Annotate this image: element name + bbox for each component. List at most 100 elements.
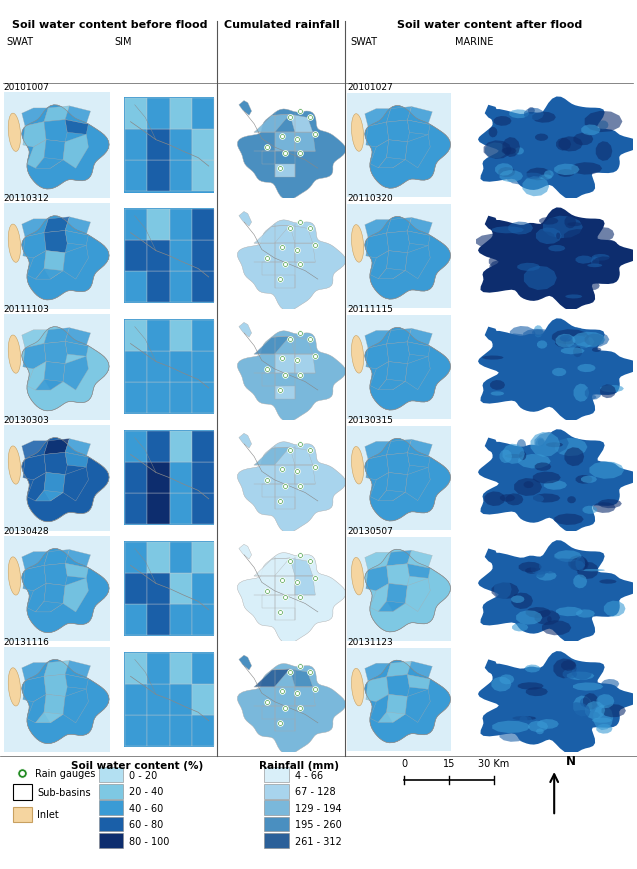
Polygon shape (600, 385, 616, 399)
Polygon shape (582, 506, 598, 514)
Bar (99, 800, 123, 815)
Bar (125, 130, 147, 162)
Polygon shape (499, 674, 514, 685)
Bar (124, 541, 214, 636)
Text: 195 - 260: 195 - 260 (295, 819, 341, 829)
Polygon shape (44, 564, 68, 586)
Polygon shape (8, 668, 20, 706)
Polygon shape (378, 713, 405, 723)
Polygon shape (485, 328, 499, 344)
Polygon shape (365, 439, 450, 521)
Polygon shape (36, 491, 63, 501)
Bar (169, 210, 192, 241)
Polygon shape (566, 336, 590, 350)
Polygon shape (585, 701, 605, 720)
Text: Rain gauges: Rain gauges (35, 768, 96, 778)
Text: 20130507: 20130507 (347, 527, 393, 535)
Polygon shape (378, 380, 405, 390)
Polygon shape (408, 551, 433, 568)
Polygon shape (573, 332, 606, 348)
Polygon shape (366, 455, 389, 481)
Polygon shape (387, 141, 408, 169)
Bar (147, 574, 169, 605)
Polygon shape (44, 362, 65, 390)
Polygon shape (22, 328, 109, 411)
Polygon shape (598, 374, 613, 381)
Polygon shape (519, 454, 551, 469)
Polygon shape (8, 225, 20, 263)
Text: 20110312: 20110312 (3, 194, 49, 202)
Polygon shape (44, 584, 65, 612)
Polygon shape (499, 171, 523, 182)
Polygon shape (528, 721, 548, 733)
Polygon shape (568, 710, 600, 720)
Polygon shape (508, 244, 538, 257)
Polygon shape (387, 121, 410, 143)
Polygon shape (509, 110, 529, 119)
Polygon shape (484, 249, 493, 258)
Polygon shape (387, 218, 412, 234)
Bar (192, 272, 214, 303)
Polygon shape (523, 329, 553, 341)
Polygon shape (494, 580, 512, 600)
Polygon shape (275, 719, 295, 732)
Polygon shape (238, 331, 346, 422)
Polygon shape (408, 108, 433, 125)
Polygon shape (552, 330, 589, 345)
Polygon shape (65, 328, 90, 346)
Polygon shape (275, 355, 295, 374)
Polygon shape (492, 582, 519, 600)
Bar (125, 352, 147, 383)
Polygon shape (27, 362, 46, 390)
Text: Cumulated rainfall: Cumulated rainfall (224, 20, 340, 30)
Polygon shape (65, 107, 90, 124)
Polygon shape (505, 454, 522, 459)
Text: SWAT: SWAT (6, 37, 33, 47)
Polygon shape (585, 282, 600, 291)
Polygon shape (295, 244, 315, 263)
Bar (147, 210, 169, 241)
Polygon shape (485, 143, 507, 159)
Polygon shape (520, 716, 527, 724)
Polygon shape (540, 260, 547, 266)
Bar (147, 715, 169, 746)
Polygon shape (536, 438, 546, 453)
Polygon shape (65, 217, 90, 235)
Polygon shape (554, 551, 582, 562)
Polygon shape (523, 174, 543, 180)
Polygon shape (544, 171, 554, 179)
Polygon shape (387, 329, 412, 344)
Polygon shape (44, 453, 68, 475)
Polygon shape (533, 494, 561, 503)
Polygon shape (365, 331, 390, 348)
Polygon shape (562, 669, 577, 680)
Polygon shape (405, 689, 430, 723)
Polygon shape (548, 246, 566, 252)
Polygon shape (44, 694, 65, 723)
Polygon shape (567, 672, 594, 680)
Text: N: N (566, 754, 576, 767)
Polygon shape (601, 680, 619, 689)
Polygon shape (254, 116, 290, 133)
Polygon shape (567, 724, 585, 733)
Polygon shape (290, 116, 313, 133)
Polygon shape (568, 223, 582, 227)
Polygon shape (65, 121, 89, 136)
Polygon shape (44, 473, 65, 501)
Polygon shape (387, 661, 412, 677)
Polygon shape (564, 216, 576, 229)
Polygon shape (408, 454, 430, 468)
Polygon shape (564, 340, 573, 345)
Polygon shape (295, 687, 315, 706)
Text: 20130315: 20130315 (347, 415, 393, 425)
Text: SIM: SIM (115, 37, 132, 47)
Bar (264, 817, 289, 832)
Polygon shape (352, 668, 364, 706)
Polygon shape (490, 381, 505, 390)
Bar (192, 715, 214, 746)
Polygon shape (526, 567, 538, 574)
Bar (147, 684, 169, 715)
Polygon shape (366, 234, 389, 259)
Polygon shape (262, 595, 275, 608)
Polygon shape (513, 250, 537, 259)
